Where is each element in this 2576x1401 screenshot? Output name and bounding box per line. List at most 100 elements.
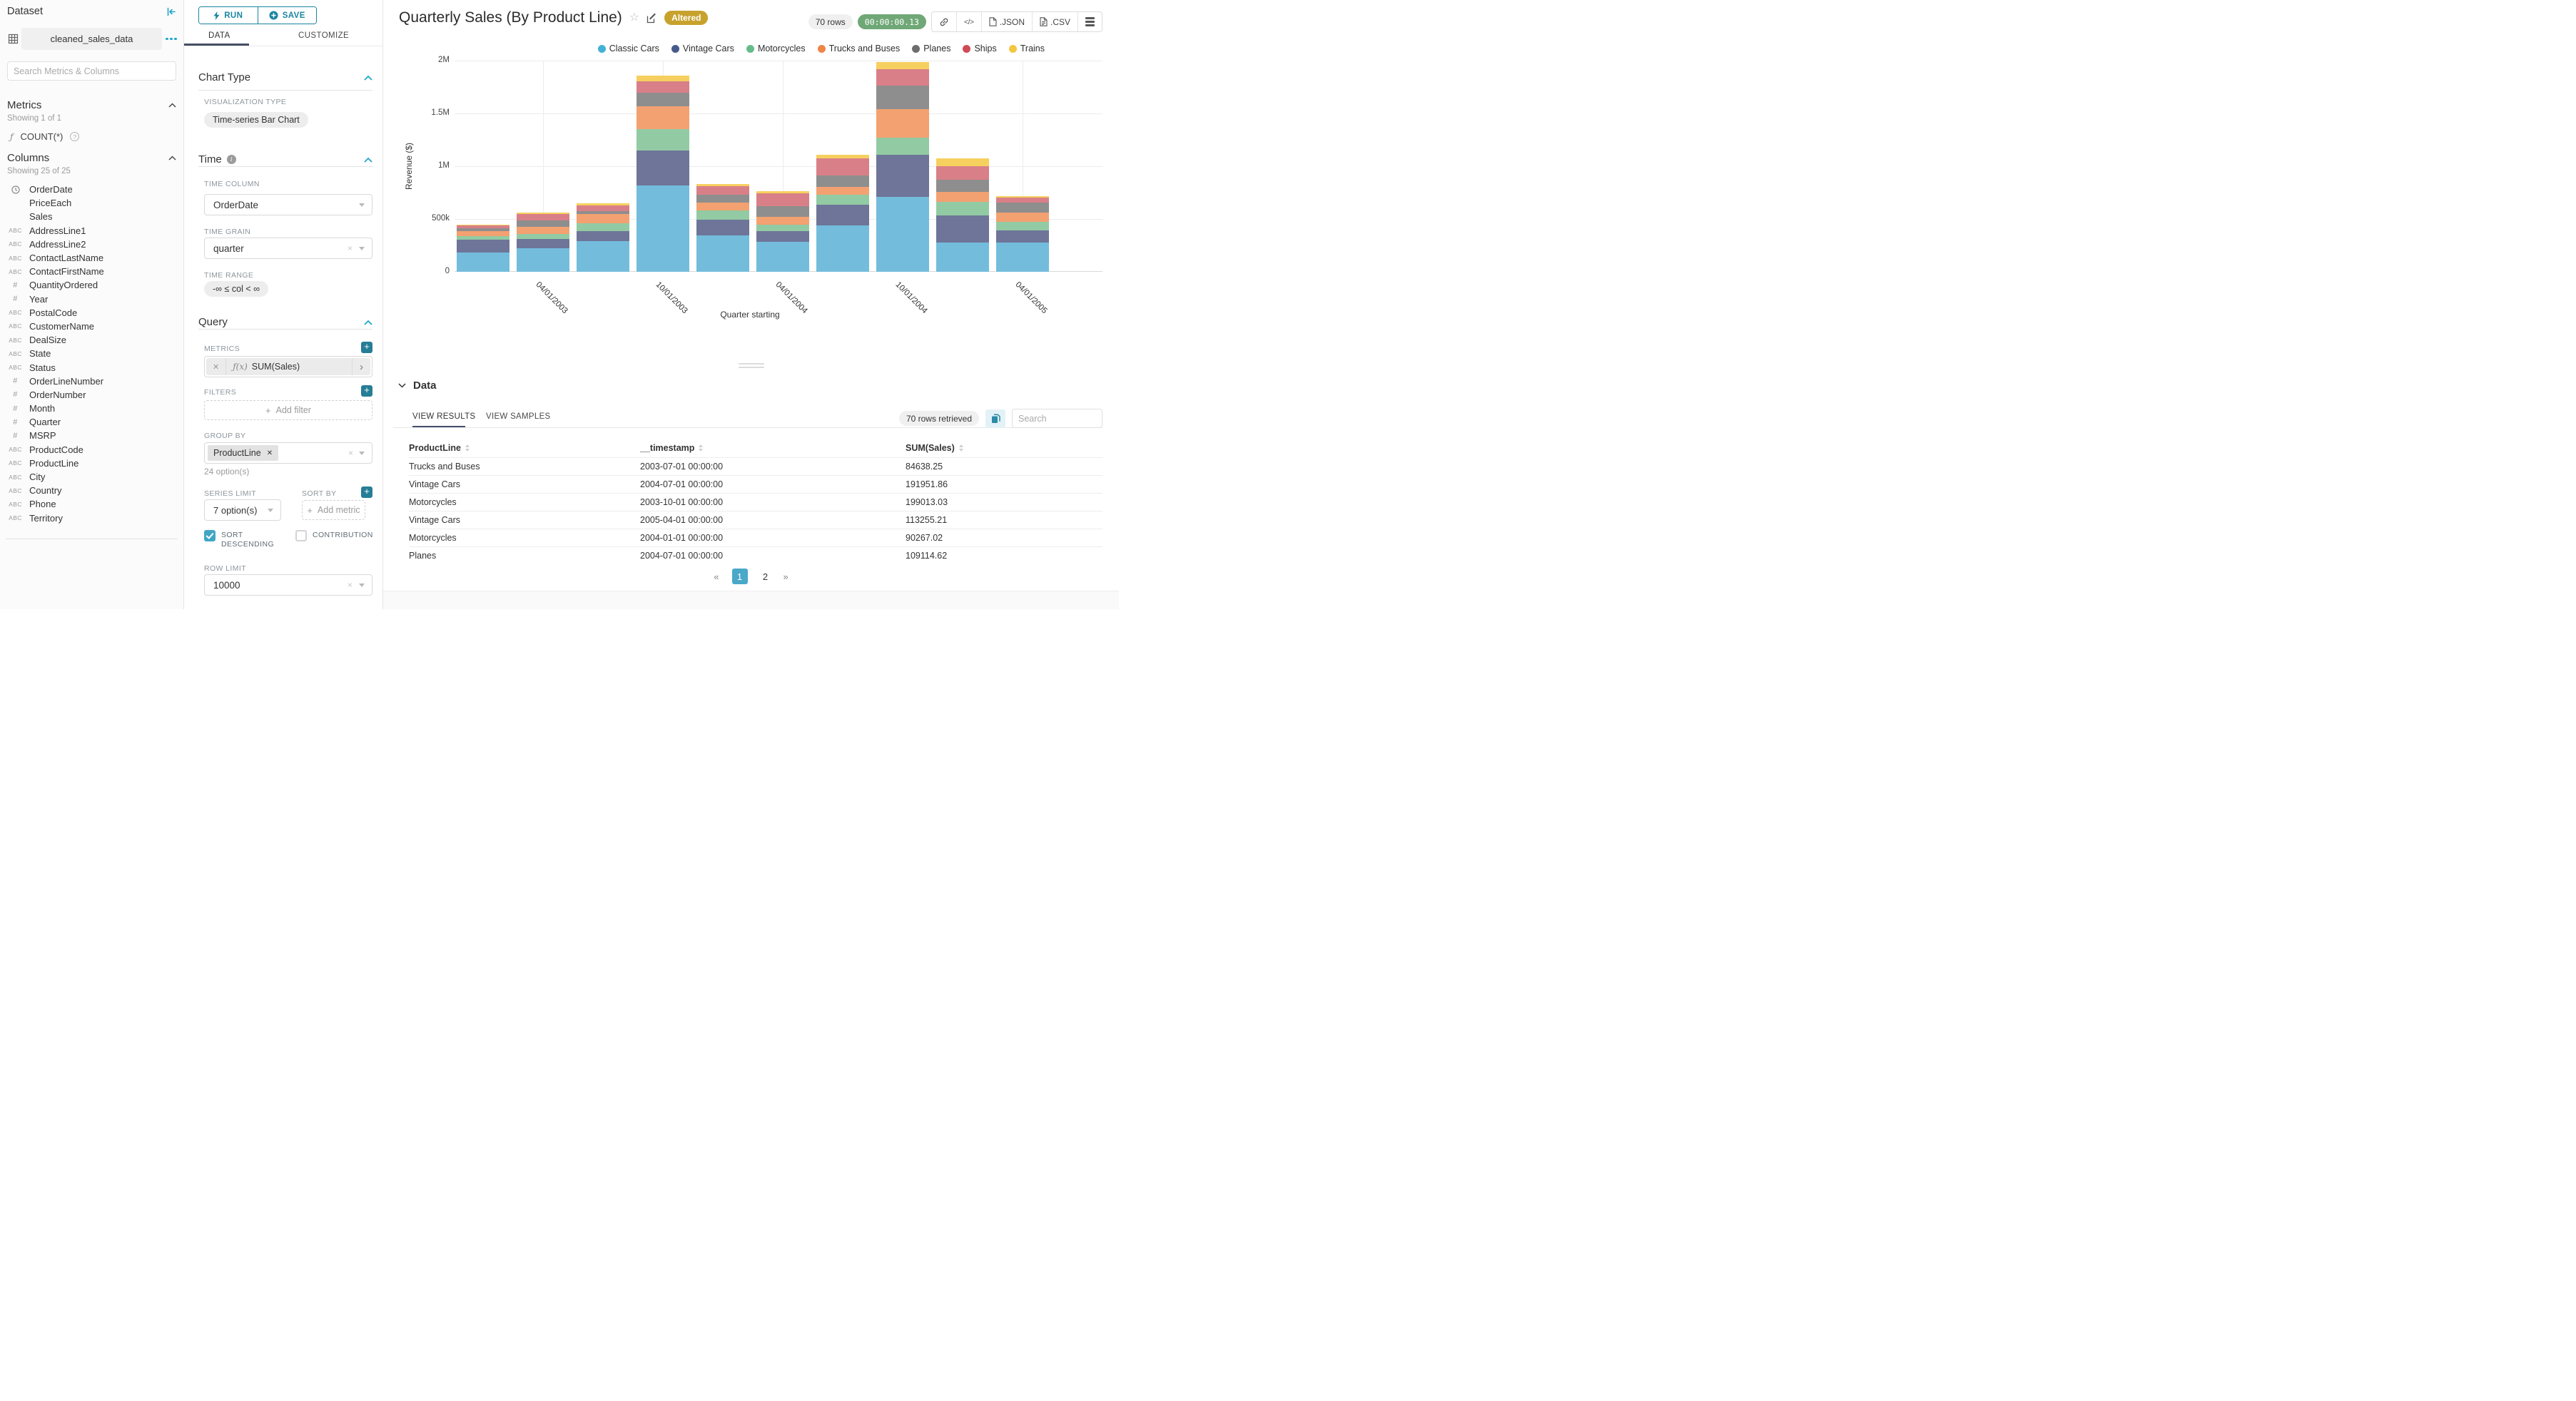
bar-segment xyxy=(816,225,869,272)
remove-chip-icon[interactable]: ✕ xyxy=(266,449,273,457)
column-item[interactable]: PriceEach xyxy=(6,196,181,210)
page-button[interactable]: 2 xyxy=(762,571,769,582)
save-button[interactable]: SAVE xyxy=(257,7,316,24)
chevron-up-icon[interactable] xyxy=(364,157,372,163)
data-section-toggle[interactable]: Data xyxy=(398,379,437,392)
column-item[interactable]: # OrderNumber xyxy=(6,388,181,402)
collapse-panel-icon[interactable] xyxy=(166,7,176,16)
add-filter-button[interactable]: + xyxy=(361,385,372,397)
table-cell: 2003-10-01 00:00:00 xyxy=(640,497,724,507)
legend-item[interactable]: Motorcycles xyxy=(746,44,806,54)
column-item[interactable]: # Year xyxy=(6,292,181,306)
time-grain-select[interactable]: quarter × xyxy=(204,238,372,259)
column-item[interactable]: ABC Phone xyxy=(6,497,181,511)
table-search-input[interactable] xyxy=(1012,409,1102,428)
column-item[interactable]: ABC CustomerName xyxy=(6,320,181,333)
dataset-search-input[interactable] xyxy=(7,61,176,81)
export-csv-button[interactable]: .CSV xyxy=(1031,12,1077,31)
legend-item[interactable]: Planes xyxy=(912,44,950,54)
column-item[interactable]: ABC AddressLine2 xyxy=(6,238,181,251)
bar-segment xyxy=(517,212,569,215)
page-button[interactable]: 1 xyxy=(731,569,748,584)
column-item[interactable]: ABC PostalCode xyxy=(6,306,181,320)
column-item[interactable]: # Month xyxy=(6,402,181,415)
column-item[interactable]: ABC Country xyxy=(6,484,181,497)
legend-item[interactable]: Vintage Cars xyxy=(671,44,734,54)
query-section-title: Query xyxy=(198,316,228,328)
time-column-select[interactable]: OrderDate xyxy=(204,194,372,215)
column-item[interactable]: # OrderLineNumber xyxy=(6,375,181,388)
sort-descending-checkbox[interactable]: SORT DESCENDING xyxy=(204,530,290,549)
remove-metric-icon[interactable]: ✕ xyxy=(206,358,227,375)
chevron-up-icon[interactable] xyxy=(168,103,176,108)
tab-view-results[interactable]: VIEW RESULTS xyxy=(412,412,476,421)
column-item[interactable]: ABC DealSize xyxy=(6,333,181,347)
column-item[interactable]: Sales xyxy=(6,210,181,223)
legend-item[interactable]: Classic Cars xyxy=(597,44,659,54)
panel-resize-handle[interactable] xyxy=(739,363,764,368)
column-item[interactable]: ABC ContactLastName xyxy=(6,251,181,265)
prev-page-button[interactable]: « xyxy=(714,571,719,582)
altered-badge[interactable]: Altered xyxy=(664,11,709,25)
metric-item[interactable]: ƒ COUNT(*) ? xyxy=(10,131,80,142)
favorite-star-icon[interactable]: ☆ xyxy=(629,11,640,24)
column-item[interactable]: ABC City xyxy=(6,470,181,484)
table-cell: 191951.86 xyxy=(906,479,948,489)
row-limit-select[interactable]: 10000 × xyxy=(204,574,372,596)
column-item[interactable]: ABC ProductCode xyxy=(6,443,181,457)
chevron-right-icon[interactable]: › xyxy=(352,358,370,375)
gridline xyxy=(455,113,1102,114)
menu-button[interactable] xyxy=(1077,12,1102,31)
bar-segment xyxy=(577,214,629,223)
chevron-up-icon[interactable] xyxy=(168,156,176,161)
time-range-value[interactable]: -∞ ≤ col < ∞ xyxy=(204,281,269,297)
sort-by-dropzone[interactable]: + Add metric xyxy=(302,500,365,520)
table-header-cell[interactable]: SUM(Sales) xyxy=(906,443,1102,453)
column-item[interactable]: # Quarter xyxy=(6,415,181,429)
group-by-select[interactable]: ProductLine ✕ × xyxy=(204,442,372,464)
edit-title-icon[interactable] xyxy=(646,13,657,24)
dataset-name[interactable]: cleaned_sales_data xyxy=(21,28,162,50)
add-filter-dropzone[interactable]: + Add filter xyxy=(204,400,372,420)
copy-data-button[interactable] xyxy=(985,409,1005,428)
gridline xyxy=(455,165,1102,167)
add-metric-button[interactable]: + xyxy=(361,342,372,353)
data-section: Data VIEW RESULTS VIEW SAMPLES 70 rows r… xyxy=(383,371,1119,609)
column-item[interactable]: ABC State xyxy=(6,347,181,360)
contribution-checkbox[interactable]: CONTRIBUTION xyxy=(295,530,373,541)
add-sort-metric-button[interactable]: + xyxy=(361,486,372,498)
tab-view-samples[interactable]: VIEW SAMPLES xyxy=(486,412,551,421)
chevron-up-icon[interactable] xyxy=(364,320,372,325)
column-item[interactable]: OrderDate xyxy=(6,183,181,196)
column-item[interactable]: ABC Status xyxy=(6,360,181,374)
run-button[interactable]: RUN xyxy=(199,7,258,24)
legend-item[interactable]: Trucks and Buses xyxy=(817,44,900,54)
series-limit-select[interactable]: 7 option(s) xyxy=(204,499,281,521)
column-item[interactable]: # QuantityOrdered xyxy=(6,278,181,292)
dataset-more-icon[interactable] xyxy=(162,37,181,41)
copy-link-button[interactable] xyxy=(932,12,956,31)
embed-code-button[interactable]: </> xyxy=(955,12,981,31)
column-item[interactable]: ABC Territory xyxy=(6,511,181,525)
metric-pill[interactable]: ƒ(x) SUM(Sales) xyxy=(233,362,300,372)
next-page-button[interactable]: » xyxy=(783,571,788,582)
column-item[interactable]: # MSRP xyxy=(6,429,181,442)
row-count-pill: 70 rows xyxy=(808,14,853,29)
column-item[interactable]: ABC ProductLine xyxy=(6,457,181,470)
tab-customize[interactable]: CUSTOMIZE xyxy=(298,31,350,40)
column-item[interactable]: ABC ContactFirstName xyxy=(6,265,181,278)
table-header-cell[interactable]: ProductLine xyxy=(409,443,640,453)
export-json-button[interactable]: .JSON xyxy=(980,12,1032,31)
group-by-option-count: 24 option(s) xyxy=(204,467,250,477)
table-header-cell[interactable]: __timestamp xyxy=(640,443,906,453)
column-item[interactable]: ABC AddressLine1 xyxy=(6,224,181,238)
chart-legend: Classic Cars Vintage Cars Motorcycles Truck… xyxy=(597,44,1045,54)
bar-segment xyxy=(816,175,869,188)
viz-type-value[interactable]: Time-series Bar Chart xyxy=(204,112,308,128)
tab-data[interactable]: DATA xyxy=(208,31,230,40)
help-icon: ? xyxy=(70,132,80,141)
caret-down-icon xyxy=(268,508,273,512)
legend-item[interactable]: Trains xyxy=(1008,44,1045,54)
legend-item[interactable]: Ships xyxy=(963,44,997,54)
chevron-up-icon[interactable] xyxy=(364,75,372,81)
